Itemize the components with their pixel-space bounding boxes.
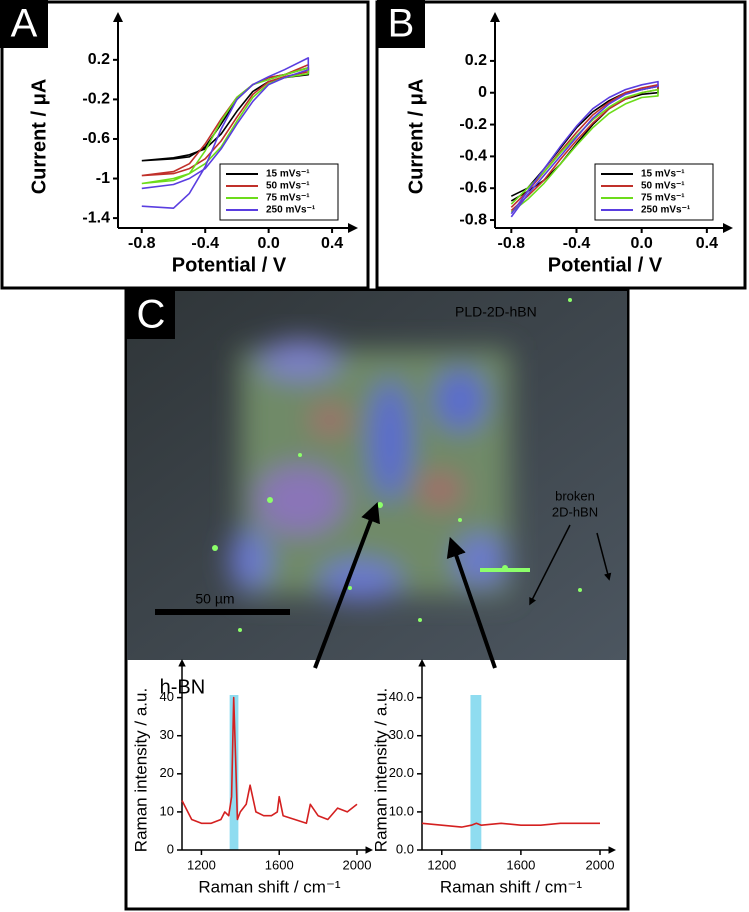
y-tick-label: -0.6 xyxy=(82,130,110,147)
panel-frame xyxy=(375,0,747,290)
y-tick-label: 0 xyxy=(167,841,174,856)
broken-label: broken xyxy=(555,488,595,503)
y-tick-label: 0.2 xyxy=(88,51,110,68)
x-tick-label: 1600 xyxy=(265,857,294,872)
y-tick-label: -0.4 xyxy=(459,148,487,165)
legend-label: 15 mVs⁻¹ xyxy=(641,169,685,180)
legend-label: 250 mVs⁻¹ xyxy=(641,205,691,216)
y-tick-label: 0 xyxy=(478,84,487,101)
y-tick-label: 30.0 xyxy=(389,727,414,742)
x-tick-label: 1200 xyxy=(187,857,216,872)
highlight-band xyxy=(229,695,239,850)
x-axis-title: Raman shift / cm⁻¹ xyxy=(198,877,341,896)
legend-label: 75 mVs⁻¹ xyxy=(266,193,310,204)
x-tick-label: -0.8 xyxy=(498,235,526,252)
series-line xyxy=(510,88,659,213)
arrow xyxy=(529,524,571,606)
y-axis-title: Current / μA xyxy=(405,79,427,195)
panel-label: B xyxy=(388,2,415,46)
y-axis-title: Current / μA xyxy=(28,79,50,195)
y-tick-label: 0.0 xyxy=(396,841,414,856)
x-tick-label: -0.8 xyxy=(128,235,156,252)
y-tick-label: -0.2 xyxy=(82,91,110,108)
legend-label: 250 mVs⁻¹ xyxy=(266,205,316,216)
series-line xyxy=(141,57,310,209)
arrow xyxy=(446,536,497,669)
panel-label: C xyxy=(137,293,166,337)
series-line xyxy=(510,80,659,218)
annotation: h-BN xyxy=(160,676,206,698)
x-tick-label: -0.4 xyxy=(191,235,219,252)
scale-bar xyxy=(155,609,290,615)
y-tick-label: 20 xyxy=(160,765,174,780)
y-tick-label: -0.6 xyxy=(459,179,487,196)
x-tick-label: 1600 xyxy=(506,857,535,872)
y-tick-label: -1.4 xyxy=(82,209,110,226)
y-tick-label: 10.0 xyxy=(389,803,414,818)
legend-label: 75 mVs⁻¹ xyxy=(641,193,685,204)
x-tick-label: 0.4 xyxy=(321,235,343,252)
y-tick-label: 0.2 xyxy=(465,52,487,69)
broken-label: 2D-hBN xyxy=(552,504,598,519)
x-tick-label: 0.4 xyxy=(696,235,718,252)
x-tick-label: 1200 xyxy=(427,857,456,872)
highlight-band xyxy=(470,695,482,850)
x-axis-title: Potential / V xyxy=(548,254,663,276)
panel-tag xyxy=(127,291,175,339)
x-tick-label: -0.4 xyxy=(563,235,591,252)
map xyxy=(230,340,510,600)
y-tick-label: 30 xyxy=(160,727,174,742)
series-line xyxy=(421,822,600,828)
legend-label: 15 mVs⁻¹ xyxy=(266,169,310,180)
micrograph: PLD-2D-hBN broken 2D-hBN 50 µm xyxy=(127,291,627,660)
y-tick-label: -0.2 xyxy=(459,116,487,133)
series-line xyxy=(181,696,358,825)
y-axis-title: Raman intensity / a.u. xyxy=(371,688,390,852)
y-tick-label: 10 xyxy=(160,803,174,818)
arrow xyxy=(596,532,612,581)
x-axis-title: Potential / V xyxy=(172,254,287,276)
x-axis-title: Raman shift / cm⁻¹ xyxy=(440,877,583,896)
y-tick-label: -1 xyxy=(96,170,110,187)
legend-label: 50 mVs⁻¹ xyxy=(641,181,685,192)
sample-label: PLD-2D-hBN xyxy=(455,304,537,320)
x-tick-label: 0.0 xyxy=(631,235,653,252)
panel-frame xyxy=(0,0,370,290)
legend-label: 50 mVs⁻¹ xyxy=(266,181,310,192)
y-tick-label: -0.8 xyxy=(459,211,487,228)
panel-tag xyxy=(0,0,48,48)
scale-label: 50 µm xyxy=(195,591,234,607)
x-tick-label: 2000 xyxy=(343,857,372,872)
x-tick-label: 2000 xyxy=(586,857,615,872)
arrow xyxy=(313,502,380,669)
x-tick-label: 0.0 xyxy=(258,235,280,252)
y-tick-label: 40.0 xyxy=(389,689,414,704)
y-axis-title: Raman intensity / a.u. xyxy=(131,688,150,852)
y-tick-label: 20.0 xyxy=(389,765,414,780)
panel-label: A xyxy=(11,2,38,46)
panel-tag xyxy=(377,0,425,48)
y-tick-label: 40 xyxy=(160,689,174,704)
